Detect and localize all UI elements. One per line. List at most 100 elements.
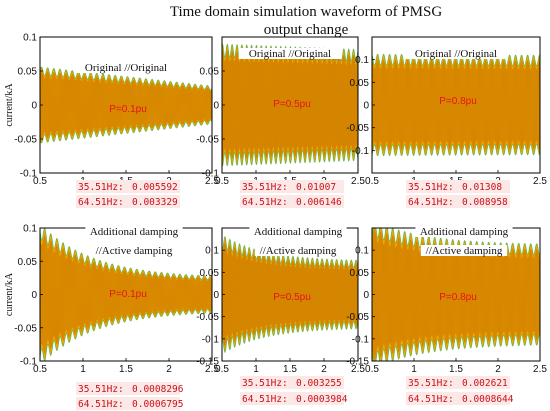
annotation-highlight (76, 180, 180, 193)
x-tick-label: 1.5 (449, 364, 463, 375)
panel-title-line: //Active damping (260, 245, 337, 257)
y-tick-label: -0.05 (196, 312, 219, 323)
y-tick-label: -0.1 (202, 169, 220, 180)
annotation-frequency: 35.51Hz: (242, 182, 288, 193)
panel-title-line: //Active damping (96, 245, 173, 257)
waveform-oscillation (40, 235, 212, 354)
panel-title-line: Original //Original (415, 48, 497, 60)
power-label: P=0.5pu (273, 292, 311, 303)
y-tick-label: 0.05 (200, 67, 220, 78)
panel-title-line: //Active damping (426, 245, 503, 257)
panel-title-background (254, 245, 342, 256)
waveform-oscillation (222, 50, 358, 160)
panel-title-line: Original //Original (85, 62, 167, 74)
panel-title-line: Additional damping (420, 226, 509, 238)
annotation-frequency: 35.51Hz: (408, 182, 454, 193)
x-tick-label: 1.5 (119, 364, 133, 375)
panel-4: 0.5 1 1.5 2 2.5 0.1 0.05 0 -0.05 -0.1 current/kA Ad… (4, 224, 219, 410)
annotation-frequency: 35.51Hz: (78, 384, 124, 395)
frequency-annotation: 35.51Hz: 0.0008296 (76, 382, 184, 395)
annotation-value: 0.003255 (296, 378, 342, 389)
waveform-upper-envelope (40, 66, 212, 91)
y-tick-label: 0 (363, 290, 369, 301)
x-tick-label: 0.5 (33, 364, 47, 375)
annotation-highlight (406, 180, 510, 193)
waveform (40, 228, 212, 361)
y-tick-label: -0.1 (352, 334, 370, 345)
x-tick-label: 2.5 (533, 364, 547, 375)
annotation-frequency: 64.51Hz: (408, 197, 454, 208)
waveform-lower-envelope (40, 119, 212, 144)
panel-6: 0.5 1 1.5 2 2.5 0.1 0.05 0 -0.05 -0.1 -0.15 Additio… (346, 226, 547, 405)
y-tick-label: -0.1 (20, 169, 38, 180)
frequency-annotation: 64.51Hz: 0.008958 (406, 195, 510, 208)
waveform-upper-envelope (40, 228, 212, 281)
panels-group: 0.5 1 1.5 2 2.5 0.1 0.05 0 -0.05 -0.1 current/kA Or… (4, 33, 547, 410)
y-tick-label: -0.05 (346, 123, 369, 134)
annotation-highlight (240, 376, 344, 389)
annotation-value: 0.01308 (462, 182, 502, 193)
x-tick-label: 2.5 (205, 364, 219, 375)
y-tick-label: -0.05 (346, 312, 369, 323)
power-label: P=0.1pu (109, 289, 147, 300)
waveform (40, 66, 212, 144)
x-tick-label: 1 (80, 364, 86, 375)
y-tick-label: -0.1 (352, 146, 370, 157)
annotation-highlight (240, 195, 344, 208)
annotation-frequency: 64.51Hz: (242, 394, 288, 405)
x-tick-label: 1.5 (283, 364, 297, 375)
y-tick-label: -0.15 (346, 357, 369, 368)
waveform-oscillation (222, 242, 358, 346)
frequency-annotation: 64.51Hz: 0.0006795 (76, 397, 183, 410)
panel-title-line: Additional damping (254, 226, 343, 238)
annotation-frequency: 64.51Hz: (408, 394, 454, 405)
annotation-highlight (406, 195, 510, 208)
waveform-lower-envelope (372, 143, 540, 157)
annotation-highlight (406, 392, 510, 405)
power-label: P=0.8pu (439, 292, 477, 303)
annotation-value: 0.002621 (462, 378, 508, 389)
panel-title-background (404, 48, 508, 59)
y-tick-label: -0.05 (14, 323, 37, 334)
frequency-annotation: 64.51Hz: 0.0008644 (406, 392, 514, 405)
x-tick-label: 2.5 (351, 364, 365, 375)
annotation-highlight (76, 195, 180, 208)
frequency-annotation: 35.51Hz: 0.005592 (76, 180, 180, 193)
x-tick-label: 2.5 (351, 176, 365, 187)
x-tick-label: 2.5 (205, 176, 219, 187)
panel-1: 0.511.522.50.10.050-0.05-0.1current/kAOr… (4, 33, 219, 208)
annotation-frequency: 64.51Hz: (78, 197, 124, 208)
y-tick-label: 0 (213, 101, 219, 112)
x-tick-label: 2 (166, 364, 172, 375)
y-axis-label: current/kA (4, 83, 15, 127)
annotation-value: 0.0008296 (132, 384, 184, 395)
x-tick-label: 0.5 (215, 176, 229, 187)
power-label: P=0.8pu (439, 96, 477, 107)
waveform-upper-envelope (222, 236, 358, 268)
x-tick-label: 0.5 (365, 176, 379, 187)
waveform-lower-envelope (40, 308, 212, 361)
panel-title-background (90, 245, 178, 256)
y-tick-label: 0 (31, 101, 37, 112)
y-tick-label: 0.1 (23, 33, 37, 44)
frequency-annotation: 35.51Hz: 0.002621 (406, 376, 510, 389)
annotation-value: 0.003329 (132, 197, 178, 208)
panel-title-background (85, 226, 183, 237)
annotation-value: 0.005592 (132, 182, 178, 193)
panel-title-background (238, 48, 342, 59)
annotation-frequency: 64.51Hz: (78, 399, 124, 410)
annotation-frequency: 35.51Hz: (78, 182, 124, 193)
power-label: P=0.5pu (273, 99, 311, 110)
y-tick-label: 0 (363, 101, 369, 112)
panel-title-background (249, 226, 347, 237)
annotation-frequency: 64.51Hz: (242, 197, 288, 208)
waveform-oscillation (372, 229, 540, 360)
panel-5: 0.5 1 1.5 2 2.5 0.1 0.05 0 -0.05 -0.1 -0.15 Additio… (196, 226, 365, 405)
frequency-annotation: 64.51Hz: 0.0003984 (240, 392, 348, 405)
panel-title-line: Additional damping (90, 226, 179, 238)
annotation-highlight (76, 397, 180, 410)
frequency-annotation: 35.51Hz: 0.01308 (406, 180, 510, 193)
